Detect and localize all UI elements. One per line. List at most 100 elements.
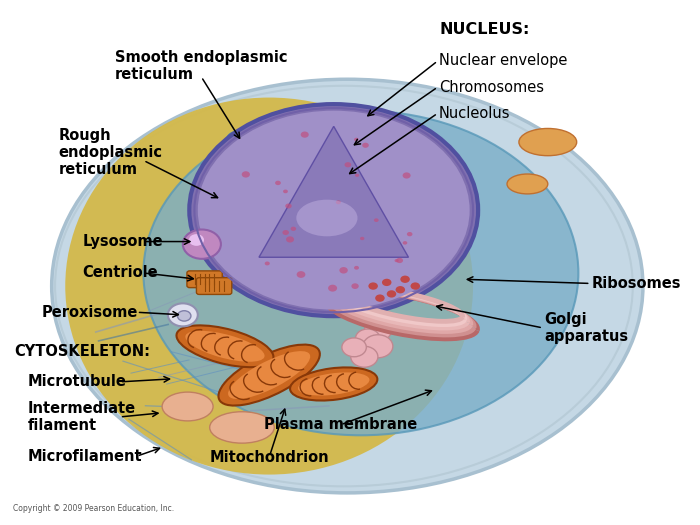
Circle shape: [382, 279, 391, 286]
Text: NUCLEUS:: NUCLEUS:: [439, 22, 529, 37]
Ellipse shape: [186, 331, 265, 362]
Text: Nuclear envelope: Nuclear envelope: [439, 54, 568, 68]
Circle shape: [296, 262, 303, 268]
Text: Plasma membrane: Plasma membrane: [264, 417, 417, 432]
Circle shape: [337, 248, 344, 253]
Circle shape: [296, 212, 303, 217]
Circle shape: [296, 248, 303, 253]
Ellipse shape: [176, 326, 274, 367]
Circle shape: [256, 270, 262, 275]
Circle shape: [286, 204, 292, 208]
Text: CYTOSKELETON:: CYTOSKELETON:: [14, 344, 150, 359]
Circle shape: [241, 171, 250, 177]
Circle shape: [265, 261, 270, 266]
Ellipse shape: [245, 142, 260, 151]
Ellipse shape: [231, 144, 246, 153]
Text: Microfilament: Microfilament: [28, 449, 143, 464]
Circle shape: [256, 226, 262, 232]
Circle shape: [342, 338, 366, 357]
Ellipse shape: [507, 174, 548, 194]
Circle shape: [337, 241, 344, 246]
Text: Smooth endoplasmic
reticulum: Smooth endoplasmic reticulum: [115, 50, 288, 82]
Circle shape: [256, 262, 262, 268]
Circle shape: [400, 276, 410, 283]
Ellipse shape: [189, 104, 478, 316]
Circle shape: [286, 236, 294, 243]
Circle shape: [297, 271, 305, 278]
Ellipse shape: [519, 129, 577, 156]
Text: Centriole: Centriole: [83, 266, 158, 280]
Circle shape: [296, 255, 303, 260]
Text: Ribosomes: Ribosomes: [592, 276, 682, 291]
Circle shape: [344, 162, 351, 167]
Ellipse shape: [52, 79, 643, 493]
Circle shape: [354, 266, 359, 270]
Circle shape: [336, 201, 341, 204]
Circle shape: [337, 219, 344, 224]
Circle shape: [282, 230, 289, 235]
Circle shape: [407, 232, 412, 236]
Circle shape: [362, 143, 369, 148]
Circle shape: [328, 285, 337, 291]
Text: Copyright © 2009 Pearson Education, Inc.: Copyright © 2009 Pearson Education, Inc.: [13, 504, 174, 513]
FancyBboxPatch shape: [187, 271, 223, 288]
Circle shape: [168, 303, 198, 327]
Circle shape: [296, 226, 303, 232]
Circle shape: [402, 241, 407, 245]
Ellipse shape: [290, 368, 377, 401]
Circle shape: [189, 234, 204, 246]
Circle shape: [256, 277, 262, 282]
Circle shape: [402, 172, 411, 179]
Circle shape: [183, 229, 221, 259]
Circle shape: [296, 241, 303, 246]
Circle shape: [337, 262, 344, 268]
Circle shape: [364, 320, 391, 341]
Circle shape: [375, 295, 385, 302]
Circle shape: [337, 234, 344, 239]
Circle shape: [296, 234, 303, 239]
Circle shape: [296, 219, 303, 224]
Ellipse shape: [218, 344, 320, 405]
Circle shape: [256, 212, 262, 217]
Circle shape: [351, 346, 378, 367]
Circle shape: [256, 234, 262, 239]
Ellipse shape: [210, 412, 274, 443]
Circle shape: [296, 277, 303, 282]
Circle shape: [386, 290, 396, 298]
Circle shape: [256, 219, 262, 224]
Circle shape: [395, 286, 405, 293]
Text: Rough
endoplasmic
reticulum: Rough endoplasmic reticulum: [59, 128, 162, 177]
Text: Nucleolus: Nucleolus: [439, 106, 510, 121]
Circle shape: [410, 282, 420, 290]
Circle shape: [256, 248, 262, 253]
Circle shape: [256, 255, 262, 260]
Circle shape: [337, 212, 344, 217]
Circle shape: [374, 218, 379, 222]
Ellipse shape: [296, 200, 358, 236]
Text: Chromosomes: Chromosomes: [439, 80, 544, 94]
Ellipse shape: [198, 111, 470, 310]
Circle shape: [283, 190, 288, 193]
Ellipse shape: [65, 98, 473, 475]
Circle shape: [275, 181, 281, 185]
Circle shape: [337, 226, 344, 232]
Circle shape: [178, 311, 191, 321]
Text: Microtubule: Microtubule: [28, 374, 127, 390]
FancyBboxPatch shape: [197, 278, 232, 295]
Circle shape: [395, 259, 399, 262]
Ellipse shape: [298, 372, 370, 395]
Circle shape: [301, 132, 309, 138]
Ellipse shape: [260, 143, 275, 152]
Ellipse shape: [144, 111, 578, 435]
Polygon shape: [259, 127, 409, 257]
Ellipse shape: [228, 351, 310, 399]
Text: Peroxisome: Peroxisome: [41, 304, 138, 320]
Circle shape: [355, 174, 359, 177]
Circle shape: [290, 227, 296, 231]
Circle shape: [337, 270, 344, 275]
Ellipse shape: [273, 141, 288, 150]
Text: Lysosome: Lysosome: [83, 234, 163, 249]
Circle shape: [354, 138, 358, 141]
Circle shape: [368, 282, 378, 290]
Text: Golgi
apparatus: Golgi apparatus: [545, 312, 629, 344]
